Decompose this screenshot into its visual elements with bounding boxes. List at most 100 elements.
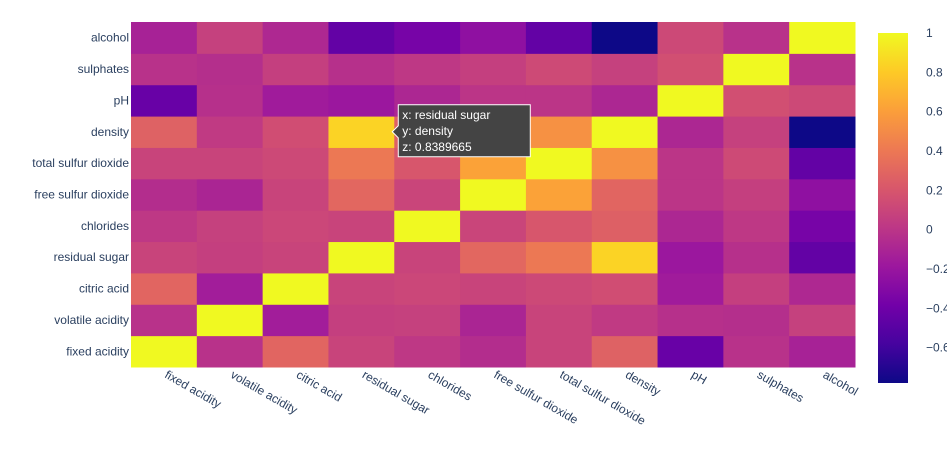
heatmap-cell[interactable] — [196, 116, 264, 148]
heatmap-cell[interactable] — [723, 53, 790, 86]
heatmap-cell[interactable] — [657, 178, 724, 211]
heatmap-cell[interactable] — [657, 210, 724, 243]
heatmap-cell[interactable] — [196, 178, 264, 211]
heatmap-cell[interactable] — [262, 22, 329, 54]
heatmap-cell[interactable] — [789, 22, 856, 54]
heatmap-cell[interactable] — [789, 304, 856, 337]
heatmap-cell[interactable] — [460, 53, 527, 86]
heatmap-cell[interactable] — [591, 84, 659, 117]
heatmap-cell[interactable] — [131, 272, 198, 305]
heatmap-cell[interactable] — [723, 272, 790, 305]
heatmap-cell[interactable] — [328, 22, 395, 54]
heatmap-cell[interactable] — [262, 210, 329, 243]
heatmap-cell[interactable] — [525, 22, 593, 54]
heatmap-cell[interactable] — [525, 241, 593, 274]
heatmap-cell[interactable] — [460, 178, 527, 211]
heatmap-cell[interactable] — [328, 241, 395, 274]
heatmap-cell[interactable] — [591, 116, 659, 148]
heatmap-cell[interactable] — [525, 116, 593, 148]
heatmap-cell[interactable] — [394, 178, 461, 211]
heatmap-cell[interactable] — [460, 335, 527, 368]
heatmap-cell[interactable] — [131, 22, 198, 54]
heatmap-cell[interactable] — [131, 84, 198, 117]
heatmap-cell[interactable] — [723, 210, 790, 243]
heatmap-cell[interactable] — [394, 335, 461, 368]
heatmap-cell[interactable] — [723, 147, 790, 180]
heatmap-cell[interactable] — [591, 272, 659, 305]
heatmap-cell[interactable] — [131, 210, 198, 243]
heatmap-cell[interactable] — [525, 272, 593, 305]
heatmap-cell[interactable] — [723, 178, 790, 211]
heatmap-cell[interactable] — [591, 304, 659, 337]
heatmap-cell[interactable] — [460, 241, 527, 274]
heatmap-cell[interactable] — [394, 210, 461, 243]
heatmap-cell[interactable] — [789, 84, 856, 117]
heatmap-cell[interactable] — [131, 178, 198, 211]
heatmap-cell[interactable] — [723, 84, 790, 117]
heatmap-cell[interactable] — [262, 116, 329, 148]
heatmap-cell[interactable] — [591, 178, 659, 211]
heatmap-cell[interactable] — [789, 178, 856, 211]
heatmap-cell[interactable] — [525, 178, 593, 211]
heatmap-cell[interactable] — [131, 53, 198, 86]
heatmap-cell[interactable] — [591, 241, 659, 274]
heatmap-cell[interactable] — [657, 84, 724, 117]
heatmap-cell[interactable] — [460, 304, 527, 337]
heatmap-cell[interactable] — [328, 272, 395, 305]
heatmap-cell[interactable] — [328, 84, 395, 117]
heatmap-cell[interactable] — [525, 84, 593, 117]
heatmap-cell[interactable] — [723, 304, 790, 337]
heatmap-cell[interactable] — [525, 304, 593, 337]
heatmap-cell[interactable] — [460, 210, 527, 243]
heatmap-cell[interactable] — [723, 116, 790, 148]
heatmap-cell[interactable] — [789, 53, 856, 86]
heatmap-cell[interactable] — [657, 241, 724, 274]
heatmap-cell[interactable] — [657, 116, 724, 148]
heatmap-cell[interactable] — [328, 116, 395, 148]
heatmap-cell[interactable] — [789, 210, 856, 243]
heatmap-cell[interactable] — [131, 116, 198, 148]
heatmap-cell[interactable] — [196, 147, 264, 180]
heatmap-cell[interactable] — [394, 22, 461, 54]
heatmap-cell[interactable] — [591, 147, 659, 180]
heatmap-cell[interactable] — [789, 147, 856, 180]
heatmap-cell[interactable] — [196, 335, 264, 368]
heatmap-cell[interactable] — [460, 272, 527, 305]
heatmap-cell[interactable] — [328, 335, 395, 368]
heatmap-cell[interactable] — [196, 84, 264, 117]
heatmap-cell[interactable] — [262, 335, 329, 368]
heatmap-cell[interactable] — [525, 210, 593, 243]
heatmap-cell[interactable] — [657, 304, 724, 337]
heatmap-cell[interactable] — [789, 116, 856, 148]
heatmap-cell[interactable] — [196, 272, 264, 305]
heatmap-cell[interactable] — [723, 22, 790, 54]
heatmap-cell[interactable] — [328, 53, 395, 86]
heatmap-cell[interactable] — [657, 147, 724, 180]
heatmap-cell[interactable] — [460, 22, 527, 54]
heatmap-cell[interactable] — [262, 304, 329, 337]
heatmap-cell[interactable] — [525, 53, 593, 86]
heatmap-cell[interactable] — [196, 22, 264, 54]
heatmap-cell[interactable] — [723, 241, 790, 274]
heatmap-cell[interactable] — [328, 147, 395, 180]
heatmap-cell[interactable] — [196, 304, 264, 337]
heatmap-cell[interactable] — [591, 210, 659, 243]
heatmap-cell[interactable] — [131, 304, 198, 337]
heatmap-cell[interactable] — [328, 178, 395, 211]
heatmap-cell[interactable] — [591, 335, 659, 368]
heatmap-cell[interactable] — [789, 335, 856, 368]
heatmap-cell[interactable] — [196, 241, 264, 274]
heatmap-cell[interactable] — [657, 272, 724, 305]
heatmap-cell[interactable] — [262, 53, 329, 86]
heatmap-cell[interactable] — [723, 335, 790, 368]
heatmap-cell[interactable] — [262, 272, 329, 305]
heatmap-cell[interactable] — [196, 210, 264, 243]
heatmap-cell[interactable] — [328, 210, 395, 243]
heatmap-cell[interactable] — [591, 53, 659, 86]
heatmap-cell[interactable] — [591, 22, 659, 54]
heatmap-cell[interactable] — [394, 304, 461, 337]
heatmap-cell[interactable] — [394, 272, 461, 305]
heatmap-cell[interactable] — [657, 22, 724, 54]
heatmap-cell[interactable] — [328, 304, 395, 337]
heatmap-cell[interactable] — [131, 147, 198, 180]
